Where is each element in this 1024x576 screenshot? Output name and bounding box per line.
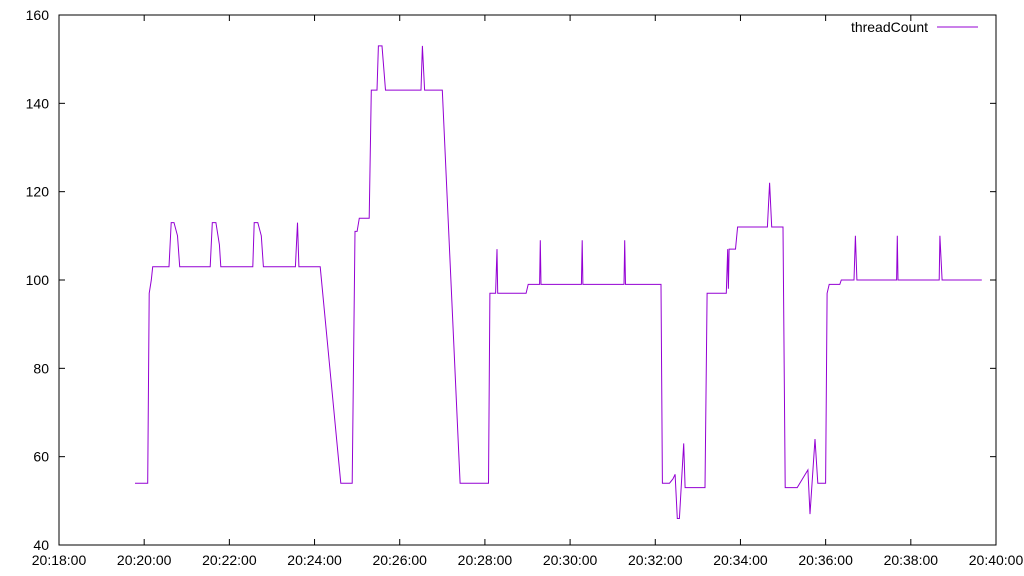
x-tick-label: 20:28:00 bbox=[458, 552, 513, 568]
x-tick-label: 20:34:00 bbox=[713, 552, 768, 568]
y-tick-label: 60 bbox=[33, 449, 49, 465]
y-tick-label: 160 bbox=[26, 7, 50, 23]
x-tick-label: 20:26:00 bbox=[372, 552, 427, 568]
x-tick-label: 20:20:00 bbox=[117, 552, 172, 568]
y-tick-label: 80 bbox=[33, 360, 49, 376]
tick-marks bbox=[58, 14, 997, 546]
y-tick-label: 120 bbox=[26, 184, 50, 200]
y-tick-label: 140 bbox=[26, 95, 50, 111]
x-tick-labels: 20:18:00 20:20:00 20:22:00 20:24:00 20:26:00… bbox=[32, 552, 1024, 568]
x-tick-label: 20:24:00 bbox=[287, 552, 342, 568]
y-tick-label: 40 bbox=[33, 537, 49, 553]
x-tick-label: 20:22:00 bbox=[202, 552, 257, 568]
y-tick-label: 100 bbox=[26, 272, 50, 288]
x-tick-label: 20:30:00 bbox=[543, 552, 598, 568]
x-tick-label: 20:32:00 bbox=[628, 552, 683, 568]
y-tick-labels: 40 60 80 100 120 140 160 bbox=[26, 7, 50, 553]
x-tick-label: 20:18:00 bbox=[32, 552, 87, 568]
x-tick-label: 20:36:00 bbox=[798, 552, 853, 568]
legend-label: threadCount bbox=[851, 19, 928, 35]
x-tick-label: 20:38:00 bbox=[884, 552, 939, 568]
plot-frame bbox=[58, 14, 997, 546]
series-line-threadcount bbox=[135, 45, 982, 519]
series-layer bbox=[135, 45, 982, 519]
x-tick-label: 20:40:00 bbox=[969, 552, 1024, 568]
legend: threadCount bbox=[851, 19, 978, 35]
